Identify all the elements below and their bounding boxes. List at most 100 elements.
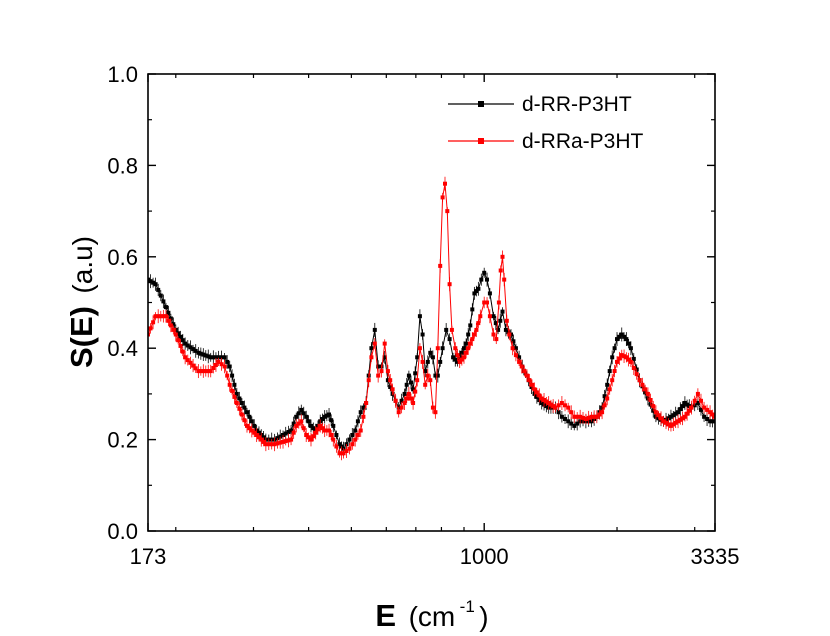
- data-point: [304, 414, 309, 419]
- data-point: [230, 373, 235, 378]
- data-point: [702, 414, 707, 419]
- data-point: [385, 378, 390, 383]
- data-point: [337, 442, 342, 447]
- data-point: [350, 442, 355, 447]
- data-point: [259, 437, 264, 442]
- data-point: [500, 254, 505, 259]
- data-point: [602, 394, 607, 399]
- y-tick-label: 1.0: [107, 62, 138, 87]
- legend: d-RR-P3HT d-RRa-P3HT: [448, 93, 644, 153]
- data-point: [234, 391, 239, 396]
- data-point: [510, 346, 515, 351]
- data-point: [369, 355, 374, 360]
- data-point: [440, 346, 445, 351]
- data-point: [668, 423, 673, 428]
- data-point: [353, 428, 358, 433]
- data-point: [296, 411, 301, 416]
- data-point: [339, 451, 344, 456]
- data-point: [291, 421, 296, 426]
- data-point: [239, 401, 244, 405]
- data-point: [176, 338, 181, 343]
- data-point: [476, 286, 481, 291]
- x-axis-unit-suffix: ): [479, 601, 488, 632]
- data-point: [239, 412, 244, 417]
- data-point: [230, 388, 235, 393]
- data-point: [196, 369, 201, 374]
- x-tick-label: 3335: [691, 544, 740, 569]
- data-point: [673, 420, 678, 425]
- data-point: [156, 287, 161, 292]
- data-point: [671, 422, 676, 427]
- data-point: [610, 355, 615, 360]
- data-point: [710, 412, 715, 417]
- data-point: [327, 428, 331, 433]
- data-point: [534, 390, 539, 395]
- data-point: [334, 444, 339, 449]
- data-point: [171, 327, 176, 332]
- data-point: [462, 355, 466, 360]
- data-point: [556, 410, 561, 415]
- data-point: [472, 291, 477, 296]
- data-point: [219, 362, 224, 367]
- data-point: [522, 369, 527, 374]
- legend-marker-d-rr-p3ht: [478, 101, 484, 107]
- data-point: [433, 410, 438, 415]
- data-point: [678, 417, 683, 422]
- data-point: [438, 359, 443, 364]
- data-point: [411, 387, 416, 392]
- data-point: [546, 401, 551, 405]
- data-point: [610, 378, 615, 383]
- data-point: [438, 263, 443, 268]
- data-point: [572, 414, 577, 419]
- data-point: [605, 396, 610, 401]
- data-point: [428, 350, 433, 355]
- data-point: [476, 321, 481, 326]
- data-point: [702, 405, 707, 410]
- data-point: [680, 404, 685, 409]
- data-point: [234, 401, 239, 405]
- data-point: [513, 346, 518, 351]
- data-point: [289, 437, 294, 442]
- data-point: [680, 416, 685, 421]
- x-axis: 173 1000 3335: [130, 74, 740, 569]
- data-point: [404, 396, 409, 401]
- data-point: [232, 382, 237, 387]
- data-point: [628, 346, 633, 351]
- data-point: [291, 430, 296, 435]
- data-point: [430, 405, 435, 410]
- data-point: [379, 369, 384, 374]
- data-point: [498, 268, 503, 273]
- data-point: [496, 300, 501, 305]
- y-tick-label: 0.2: [107, 428, 138, 453]
- data-point: [676, 410, 680, 415]
- data-point: [559, 414, 564, 419]
- data-point: [206, 354, 211, 359]
- data-point: [504, 318, 509, 323]
- data-point: [575, 414, 580, 419]
- data-point: [183, 341, 188, 346]
- data-point: [444, 327, 449, 332]
- data-point: [151, 280, 156, 285]
- data-point: [417, 314, 422, 319]
- data-point: [158, 314, 163, 319]
- y-axis-unit: (a.u): [67, 236, 98, 294]
- data-point: [402, 391, 407, 396]
- data-point: [341, 451, 346, 456]
- data-point: [615, 337, 619, 342]
- data-point: [661, 419, 666, 424]
- y-tick-label: 0.8: [107, 153, 138, 178]
- data-point: [148, 279, 153, 284]
- data-point: [656, 413, 661, 418]
- data-point: [687, 408, 692, 413]
- data-point: [196, 350, 201, 355]
- data-point: [206, 369, 211, 374]
- data-point: [482, 300, 487, 305]
- data-point: [695, 391, 700, 396]
- data-point: [589, 414, 594, 419]
- data-point: [198, 351, 203, 356]
- data-point: [519, 364, 524, 369]
- data-point: [347, 446, 352, 451]
- data-point: [409, 380, 413, 385]
- data-point: [153, 314, 158, 319]
- legend-label-d-rra-p3ht: d-RRa-P3HT: [522, 130, 644, 153]
